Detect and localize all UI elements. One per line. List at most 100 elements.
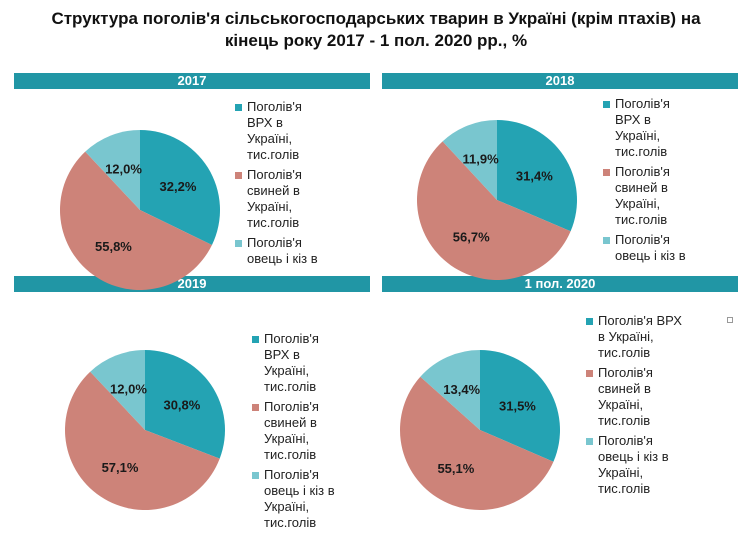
legend-label-line: тис.голів [264,515,317,530]
data-label-cattle: 31,5% [499,398,536,413]
legend-swatch-pigs [252,404,259,411]
data-label-cattle: 30,8% [163,398,200,413]
legend-2019: Поголів'я ВРХ в Україні, тис.голів Поголів'я… [252,331,372,553]
legend-label-line: Україні, [264,499,310,514]
legend-label-line: овець і кіз в [598,449,669,464]
legend-label-line: Поголів'я [615,164,670,179]
legend-item-pigs: Поголів'я свиней в Україні, тис.голів [235,167,355,231]
legend-2018: Поголів'я ВРХ в Україні, тис.голів Поголів'я… [603,96,728,276]
legend-label-line: Поголів'я [615,96,670,111]
legend-swatch-pigs [586,370,593,377]
legend-swatch-pigs [235,172,242,179]
legend-label-line: Поголів'я ВРХ [598,313,682,328]
data-label-pigs: 56,7% [453,230,490,245]
legend-label-line: Поголів'я [264,331,319,346]
legend-label-line: овець і кіз в [264,483,335,498]
legend-label-line: Поголів'я [598,365,653,380]
legend-label-line: тис.голів [598,413,651,428]
legend-label-line: Поголів'я [598,433,653,448]
legend-label-line: Україні, [598,465,644,480]
legend-swatch-cattle [586,318,593,325]
legend-label-line: ВРХ в [264,347,300,362]
data-label-pigs: 55,1% [437,461,474,476]
pie-chart-2018: 31,4% 56,7% 11,9% [417,120,577,280]
legend-swatch-sheep-goats [603,237,610,244]
legend-label-line: свиней в [615,180,668,195]
legend-label-line: овець і кіз в [247,251,318,266]
pie-slice-cattle [480,350,560,462]
legend-item-cattle: Поголів'я ВРХ в Україні, тис.голів [586,313,711,361]
legend-label-line: Поголів'я [247,235,302,250]
pie-slice-sheep-goats [420,350,480,430]
legend-label-line: тис.голів [247,147,300,162]
data-label-cattle: 31,4% [516,168,553,183]
legend-swatch-cattle [252,336,259,343]
legend-label-line: Україні, [264,431,310,446]
legend-label-line: ВРХ в [615,112,651,127]
legend-item-sheep-goats: Поголів'я овець і кіз в Україні, тис.голів [586,433,711,497]
legend-label-line: Поголів'я [247,99,302,114]
pie-slice-pigs [400,376,554,510]
legend-label-line: Україні, [615,128,661,143]
legend-2020: Поголів'я ВРХ в Україні, тис.голів Поголів'… [586,313,711,553]
data-label-sheep-goats: 11,9% [463,151,500,166]
data-label-pigs: 57,1% [102,460,139,475]
data-label-pigs: 55,8% [95,239,132,254]
pie-slice-cattle [497,120,577,232]
legend-label-line: Україні, [264,363,310,378]
panel-2020-header: 1 пол. 2020 [382,276,738,292]
legend-label-line: овець і кіз в [615,248,686,263]
chart-title-line-1: Структура поголів'я сільськогосподарськи… [51,9,701,28]
legend-label-line: Поголів'я [615,232,670,247]
pie-slice-sheep-goats [85,130,140,210]
legend-swatch-pigs [603,169,610,176]
legend-label-line: свиней в [264,415,317,430]
legend-label-line: свиней в [598,381,651,396]
pie-chart-2020: 31,5% 55,1% 13,4% [400,350,560,510]
legend-label-line: Поголів'я [264,467,319,482]
legend-item-sheep-goats: Поголів'я овець і кіз в [603,232,728,264]
legend-item-sheep-goats: Поголів'я овець і кіз в [235,235,355,267]
chart-title: Структура поголів'я сільськогосподарськи… [0,8,752,52]
pie-slice-sheep-goats [90,350,145,430]
legend-item-pigs: Поголів'я свиней в Україні, тис.голів [603,164,728,228]
legend-item-pigs: Поголів'я свиней в Україні, тис.голів [252,399,372,463]
legend-swatch-sheep-goats [235,240,242,247]
pie-slice-pigs [60,151,212,290]
legend-label-line: тис.голів [247,215,300,230]
pie-slice-pigs [65,371,220,510]
data-label-sheep-goats: 12,0% [110,381,147,396]
pie-slice-cattle [145,350,225,459]
legend-label-line: Поголів'я [264,399,319,414]
panel-2017-header: 2017 [14,73,370,89]
resize-handle [727,317,733,323]
legend-item-cattle: Поголів'я ВРХ в Україні, тис.голів [603,96,728,160]
data-label-sheep-goats: 12,0% [105,161,142,176]
legend-label-line: Україні, [615,196,661,211]
legend-label-line: Україні, [247,199,293,214]
legend-swatch-sheep-goats [586,438,593,445]
panel-2018-header: 2018 [382,73,738,89]
legend-swatch-cattle [235,104,242,111]
legend-label-line: свиней в [247,183,300,198]
pie-chart-2017: 32,2% 55,8% 12,0% [60,130,221,290]
legend-label-line: тис.голів [264,379,317,394]
legend-swatch-sheep-goats [252,472,259,479]
legend-label-line: тис.голів [264,447,317,462]
legend-item-cattle: Поголів'я ВРХ в Україні, тис.голів [252,331,372,395]
legend-label-line: тис.голів [598,481,651,496]
pie-slice-sheep-goats [442,120,497,200]
data-label-sheep-goats: 13,4% [443,382,480,397]
chart-title-line-2: кінець року 2017 - 1 пол. 2020 рр., % [224,31,528,50]
legend-label-line: в Україні, [598,329,654,344]
pie-slice-cattle [140,130,221,245]
legend-item-sheep-goats: Поголів'я овець і кіз в Україні, тис.голів [252,467,372,531]
legend-label-line: Поголів'я [247,167,302,182]
legend-label-line: тис.голів [615,144,668,159]
legend-label-line: тис.голів [615,212,668,227]
legend-2017: Поголів'я ВРХ в Україні, тис.голів Поголів'я… [235,99,355,275]
legend-label-line: Україні, [247,131,293,146]
legend-label-line: Україні, [598,397,644,412]
pie-chart-2019: 30,8% 57,1% 12,0% [65,350,225,510]
pie-slice-pigs [417,141,571,280]
